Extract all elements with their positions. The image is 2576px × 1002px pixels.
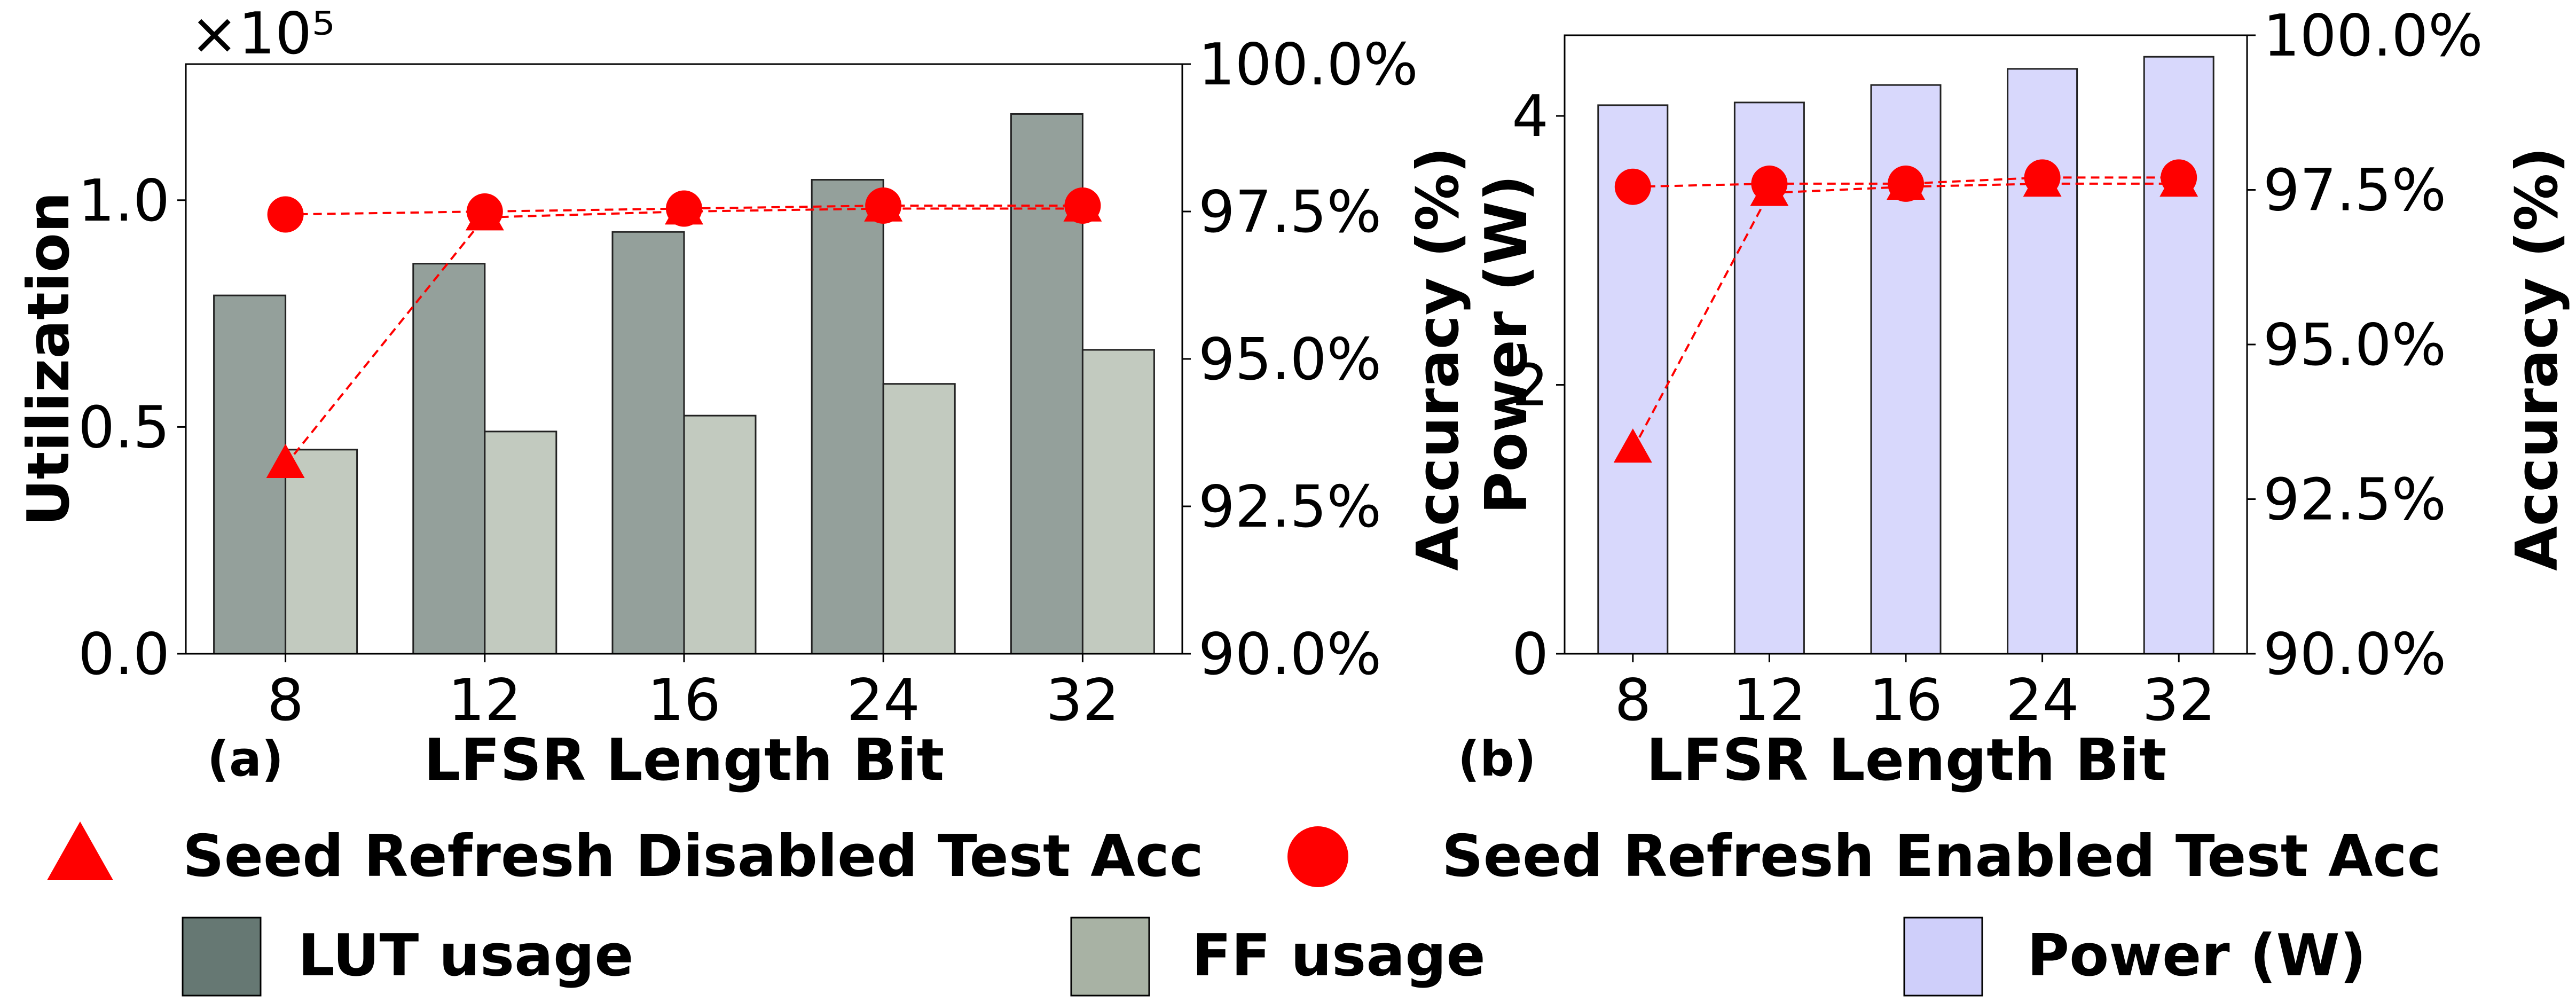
panel-b-left-axis: 0 2 4 <box>1512 83 1565 688</box>
a-ytick-label: 1.0 <box>78 168 170 234</box>
b-enabled-acc-line <box>1632 176 2179 188</box>
a-enabled-acc-line <box>285 204 1083 216</box>
panel-b-accuracy-lines <box>1632 176 2179 450</box>
a-xtick-label: 8 <box>267 667 304 734</box>
legend-lut-swatch <box>182 917 262 997</box>
legend-entry-ff-usage: FF usage <box>1070 917 1486 997</box>
a-enabled-acc-marker-32 <box>1064 187 1101 224</box>
panel-b-x-axis: 8 12 16 24 32 <box>1614 654 2216 734</box>
panel-a-xlabel: LFSR Length Bit <box>424 727 944 794</box>
legend-entry-lut-usage: LUT usage <box>182 917 634 997</box>
legend-label-ff-usage: FF usage <box>1192 922 1486 989</box>
a-bar-ff-usage-12 <box>484 430 557 655</box>
a-bar-lut-usage-24 <box>811 179 884 655</box>
a-bar-ff-usage-32 <box>1081 349 1155 655</box>
b-ytick-label: 2 <box>1512 353 1549 419</box>
a-y2tick-label: 92.5% <box>1198 474 1381 541</box>
legend-entry-seed-refresh-disabled: Seed Refresh Disabled Test Acc <box>47 821 1204 890</box>
b-y2tick-label: 97.5% <box>2263 158 2446 224</box>
a-bar-ff-usage-16 <box>683 414 757 655</box>
a-disabled-acc-marker-8 <box>266 444 305 479</box>
a-ytick-label: 0.5 <box>78 394 170 461</box>
panel-a-x-axis: 8 12 16 24 32 <box>267 654 1119 734</box>
a-enabled-acc-marker-12 <box>466 193 503 230</box>
b-enabled-acc-marker-24 <box>2024 159 2061 196</box>
legend-triangle-marker <box>47 821 113 880</box>
legend-label-power: Power (W) <box>2027 922 2366 989</box>
b-y2tick-label: 100.0% <box>2263 3 2483 69</box>
a-xtick-label: 12 <box>448 667 521 734</box>
b-y2tick-label: 90.0% <box>2263 621 2446 688</box>
a-bar-ff-usage-8 <box>285 449 358 655</box>
a-y2tick-label: 90.0% <box>1198 621 1381 688</box>
panel-b-label: (b) <box>1458 731 1536 787</box>
panel-a-y-multiplier: ×10⁵ <box>190 1 335 67</box>
panel-b-ylabel-line1: Accuracy (%) <box>1405 147 1472 571</box>
b-bar-power-w-24 <box>2007 68 2078 655</box>
a-xtick-label: 24 <box>846 667 920 734</box>
panel-b-y2label: Accuracy (%) <box>2504 147 2571 571</box>
panel-a-label: (a) <box>207 731 284 787</box>
a-bar-ff-usage-24 <box>882 383 956 655</box>
b-xtick-label: 24 <box>2006 667 2079 734</box>
b-enabled-acc-marker-8 <box>1614 168 1651 205</box>
panel-a-chart: 0.0 0.5 1.0 90.0% 92.5% 95.0% 97.5% 100.0% 8 12… <box>15 1 1418 794</box>
panel-a-accuracy-markers <box>266 187 1102 479</box>
panel-b-xlabel: LFSR Length Bit <box>1646 727 2166 794</box>
legend-label-lut-usage: LUT usage <box>298 922 634 989</box>
panel-b-chart: 024 90.0%92.5%95.0%97.5%100.0% 8 12 16 24 32… <box>1405 3 2571 794</box>
panel-a-ylabel: Utilization <box>15 192 82 526</box>
a-enabled-acc-marker-8 <box>267 196 304 233</box>
a-xtick-label: 32 <box>1046 667 1119 734</box>
a-ytick-label: 0.0 <box>78 621 170 688</box>
b-xtick-label: 8 <box>1614 667 1651 734</box>
a-y2tick-label: 97.5% <box>1198 179 1381 246</box>
b-xtick-label: 12 <box>1733 667 1806 734</box>
b-ytick-label: 0 <box>1512 621 1549 688</box>
b-bar-power-w-32 <box>2143 56 2214 655</box>
b-enabled-acc-marker-16 <box>1888 165 1924 202</box>
a-xtick-label: 16 <box>647 667 720 734</box>
panel-b-accuracy-markers <box>1613 159 2198 463</box>
a-enabled-acc-marker-16 <box>666 190 702 227</box>
b-y2tick-label: 95.0% <box>2263 312 2446 379</box>
b-y2tick-label: 92.5% <box>2263 467 2446 534</box>
legend-ff-swatch <box>1070 917 1150 997</box>
b-xtick-label: 32 <box>2142 667 2215 734</box>
legend-entry-seed-refresh-enabled: Seed Refresh Enabled Test Acc <box>1287 823 2441 890</box>
a-bar-lut-usage-16 <box>611 231 685 655</box>
b-enabled-acc-marker-32 <box>2161 159 2197 196</box>
a-y2tick-label: 95.0% <box>1198 326 1381 393</box>
legend-label-seed-refresh-disabled: Seed Refresh Disabled Test Acc <box>183 823 1204 890</box>
b-xtick-label: 16 <box>1869 667 1942 734</box>
panel-b-ylabel-line2: Power (W) <box>1473 175 1540 514</box>
b-ytick-label: 4 <box>1512 83 1549 150</box>
legend-entry-power: Power (W) <box>1903 917 2366 997</box>
panel-a-left-axis: 0.0 0.5 1.0 <box>78 168 186 688</box>
legend-circle-marker <box>1287 826 1348 887</box>
legend-label-seed-refresh-enabled: Seed Refresh Enabled Test Acc <box>1442 823 2441 890</box>
b-enabled-acc-marker-12 <box>1751 165 1788 202</box>
a-bar-lut-usage-12 <box>412 263 486 655</box>
panel-b-right-axis: 90.0% 92.5% 95.0% 97.5% 100.0% <box>2247 3 2483 688</box>
a-enabled-acc-marker-24 <box>865 187 902 224</box>
b-disabled-acc-marker-8 <box>1613 428 1652 463</box>
panel-a-bars <box>213 113 1155 655</box>
legend-power-swatch <box>1903 917 1983 997</box>
panel-a-right-axis: 90.0% 92.5% 95.0% 97.5% 100.0% <box>1182 32 1418 688</box>
panel-b-bars <box>1597 56 2214 655</box>
legend: Seed Refresh Disabled Test Acc Seed Refr… <box>47 821 2441 997</box>
a-y2tick-label: 100.0% <box>1198 32 1418 98</box>
